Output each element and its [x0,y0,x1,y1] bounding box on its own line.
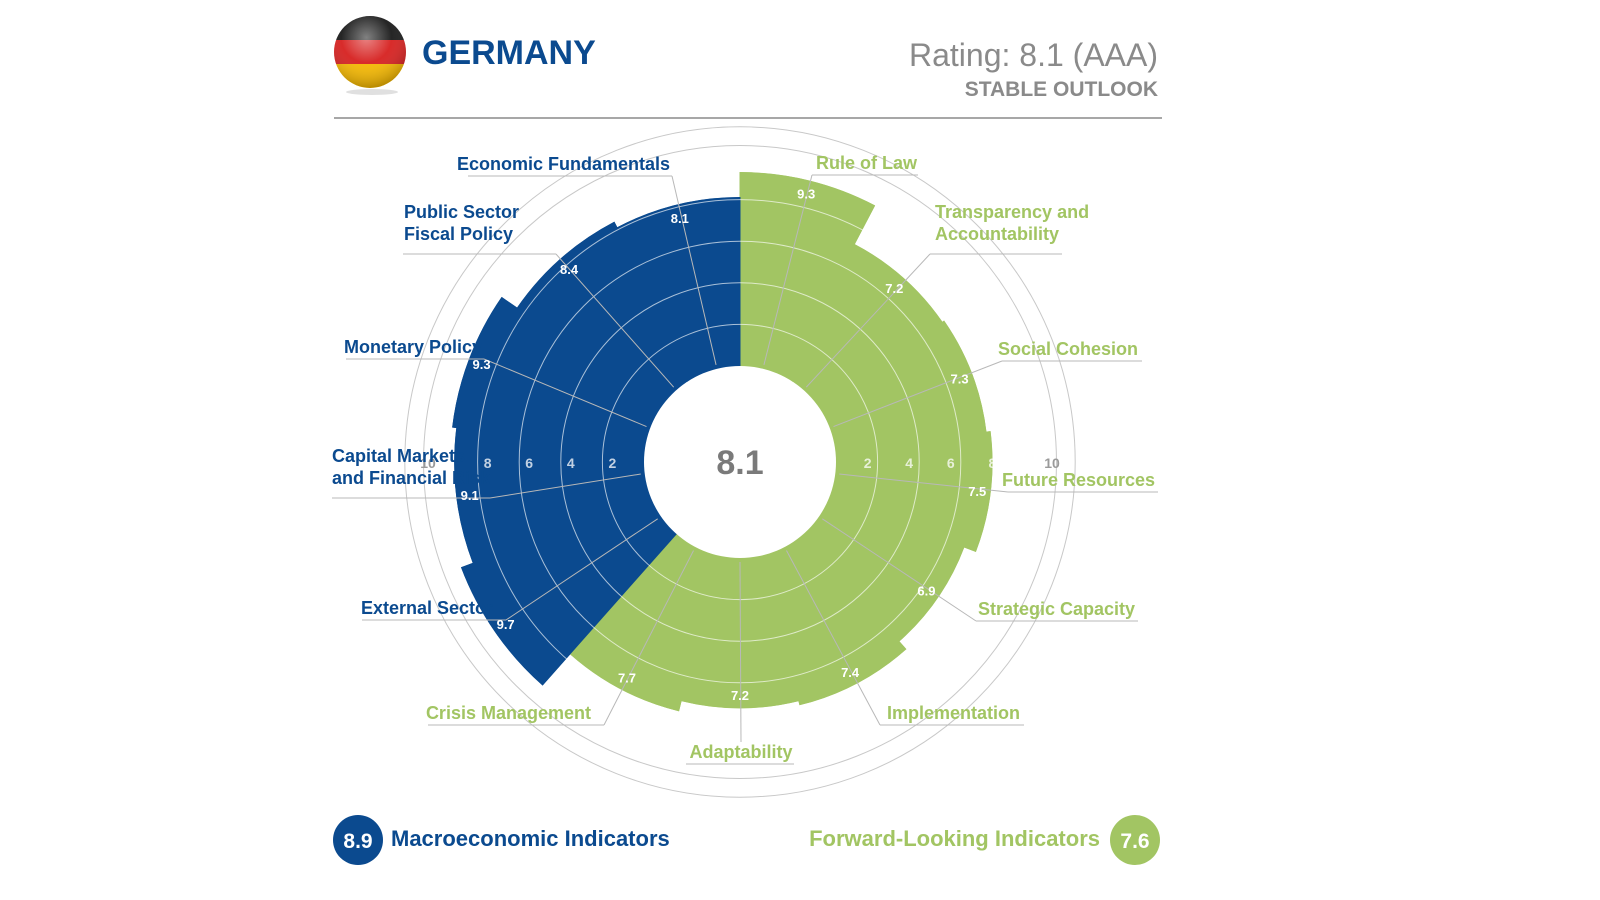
value-labels: 9.3 7.2 7.3 7.5 6.9 7.4 7.2 7.7 9.7 9.1 9.3 8.4 8.1 [461,187,987,703]
category-label-crisis-management: Crisis Management [426,703,591,723]
value-label-capital-markets-and-financial-risk: 9.1 [461,488,479,503]
tick-right-4: 4 [905,455,913,471]
value-label-economic-fundamentals: 8.1 [671,211,689,226]
leader-line-social-cohesion [833,360,1003,428]
leader-line-implementation [786,550,881,726]
leader-line-rule-of-law [763,174,813,366]
value-label-external-sector: 9.7 [497,617,515,632]
forward-legend-label: Forward-Looking Indicators [809,826,1100,851]
outlook-text: STABLE OUTLOOK [965,78,1158,101]
macro-legend-label: Macroeconomic Indicators [391,826,670,851]
category-label-future-resources: Future Resources [1002,470,1155,490]
category-label-rule-of-law: Rule of Law [816,153,918,173]
category-label-implementation: Implementation [887,703,1020,723]
leader-line-future-resources [839,473,1009,493]
legend-forward: 7.6 Forward-Looking Indicators [809,815,1160,865]
value-label-social-cohesion: 7.3 [951,372,969,387]
tick-right-2: 2 [864,455,872,471]
value-label-future-resources: 7.5 [968,484,986,499]
leader-lines [332,174,1158,765]
value-label-adaptability: 7.2 [731,688,749,703]
grid-rings [404,126,1076,798]
country-title: GERMANY [422,34,596,72]
category-label-adaptability: Adaptability [689,742,792,762]
category-label-public-sector-fiscal-policy: Public Sector Fiscal Policy [404,202,519,244]
category-label-social-cohesion: Social Cohesion [998,339,1138,359]
axis-ticks: 10 8 6 4 2 2 4 6 8 10 [420,455,1060,471]
leader-line-external-sector [505,518,658,621]
category-label-capital-markets-and-financial-risk: Capital Markets and Financial Risk [332,446,491,488]
outer-ring-2 [404,126,1076,798]
leader-line-crisis-management [603,550,694,726]
tick-left-8: 8 [484,455,492,471]
germany-flag-icon [334,16,406,95]
tick-right-6: 6 [947,455,955,471]
macro-score-badge [333,815,383,865]
category-label-external-sector: External Sector [361,598,493,618]
leader-line-public-sector-fiscal-policy [555,253,675,388]
category-label-monetary-policy: Monetary Policy [344,337,482,357]
tick-right-10: 10 [1044,455,1060,471]
grid-ring-6 [518,240,962,684]
category-labels: Rule of Law Transparency and Accountabilit… [332,153,1155,762]
leader-line-transparency-and-accountability [805,253,931,388]
tick-left-2: 2 [609,455,617,471]
category-label-strategic-capacity: Strategic Capacity [978,599,1135,619]
legend-macro: 8.9 Macroeconomic Indicators [333,815,670,865]
grid-ring-8 [477,199,1003,725]
forward-score-badge [1110,815,1160,865]
rating-text: Rating: 8.1 (AAA) [909,37,1158,73]
value-label-transparency-and-accountability: 7.2 [885,281,903,296]
macro-score: 8.9 [343,830,372,853]
outer-ring-1 [423,145,1057,779]
leader-line-adaptability [739,561,742,743]
leader-line-capital-markets-and-financial-risk [489,473,641,499]
inner-hole [644,366,836,558]
tick-left-4: 4 [567,455,575,471]
leader-line-economic-fundamentals [671,175,717,366]
tick-left-10: 10 [420,455,436,471]
value-label-crisis-management: 7.7 [618,670,636,685]
center-value: 8.1 [716,444,763,482]
leader-line-strategic-capacity [822,518,977,622]
value-label-implementation: 7.4 [841,665,860,680]
category-label-transparency-and-accountability: Transparency and Accountability [935,202,1089,244]
tick-right-8: 8 [989,455,997,471]
leader-line-monetary-policy [483,358,647,428]
value-label-public-sector-fiscal-policy: 8.4 [560,262,579,277]
value-label-monetary-policy: 9.3 [472,357,490,372]
tick-left-6: 6 [525,455,533,471]
value-label-strategic-capacity: 6.9 [917,584,935,599]
category-label-economic-fundamentals: Economic Fundamentals [457,154,670,174]
forward-score: 7.6 [1120,830,1149,853]
value-label-rule-of-law: 9.3 [797,187,815,202]
